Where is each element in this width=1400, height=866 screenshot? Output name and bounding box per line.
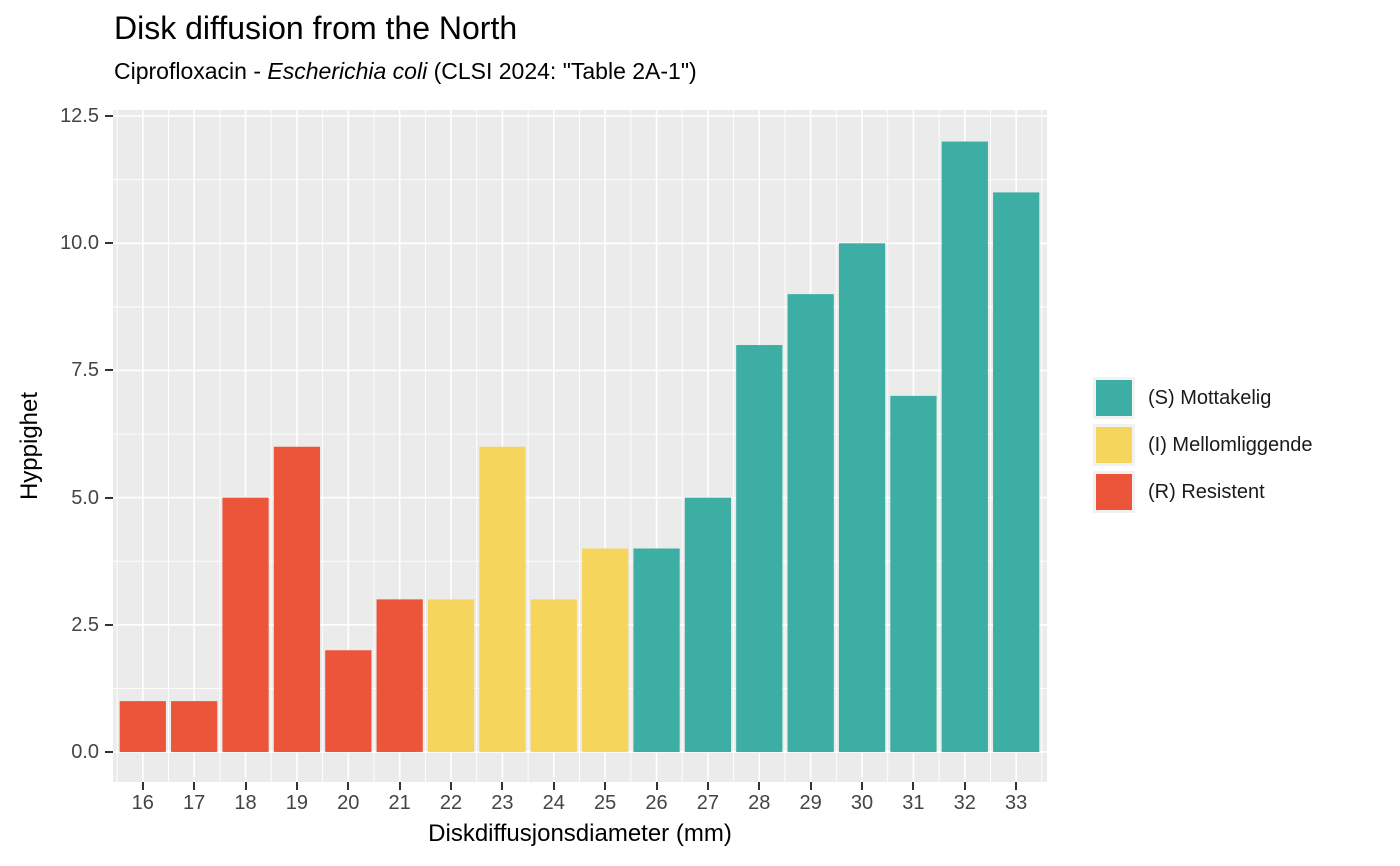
bar-25 bbox=[582, 548, 629, 752]
y-tick-mark bbox=[105, 369, 113, 372]
chart-title: Disk diffusion from the North bbox=[114, 10, 518, 46]
bar-26 bbox=[633, 548, 680, 752]
x-tick-mark bbox=[141, 782, 144, 790]
x-tick-mark bbox=[1015, 782, 1018, 790]
y-tick-label: 7.5 bbox=[71, 359, 99, 382]
plot-panel bbox=[113, 110, 1047, 782]
bar-23 bbox=[479, 446, 526, 752]
x-tick-mark bbox=[861, 782, 864, 790]
x-tick-mark bbox=[347, 782, 350, 790]
bar-30 bbox=[838, 243, 886, 752]
bar-33 bbox=[993, 192, 1040, 752]
bar-29 bbox=[787, 294, 834, 752]
x-tick-label: 25 bbox=[594, 792, 617, 814]
bar-24 bbox=[530, 599, 577, 752]
x-tick-label: 17 bbox=[183, 792, 206, 814]
x-tick-mark bbox=[604, 782, 607, 790]
bar-17 bbox=[171, 701, 218, 752]
x-tick-mark bbox=[912, 782, 915, 790]
x-tick-label: 30 bbox=[850, 792, 874, 814]
x-tick-label: 20 bbox=[337, 792, 360, 814]
bar-28 bbox=[736, 345, 783, 752]
subtitle-organism: Escherichia coli bbox=[267, 58, 428, 84]
bar-20 bbox=[325, 650, 372, 752]
bar-18 bbox=[222, 497, 269, 752]
x-tick-label: 33 bbox=[1005, 792, 1028, 814]
legend: (S) Mottakelig (I) Mellomliggende (R) Resi… bbox=[1093, 377, 1313, 518]
x-tick-mark bbox=[398, 782, 401, 790]
x-tick-label: 29 bbox=[799, 792, 822, 814]
bar-31 bbox=[890, 395, 937, 752]
x-tick-label: 21 bbox=[388, 792, 411, 814]
y-tick-mark bbox=[105, 623, 113, 626]
x-tick-label: 16 bbox=[131, 792, 154, 814]
x-tick-label: 26 bbox=[645, 792, 668, 814]
x-tick-mark bbox=[963, 782, 966, 790]
y-tick-mark bbox=[105, 750, 113, 753]
x-tick-label: 28 bbox=[748, 792, 771, 814]
y-axis-title: Hyppighet bbox=[16, 391, 43, 501]
legend-label: (I) Mellomliggende bbox=[1148, 433, 1313, 456]
x-tick-mark bbox=[706, 782, 709, 790]
legend-item-I: (I) Mellomliggende bbox=[1093, 424, 1313, 466]
y-tick-mark bbox=[105, 115, 113, 118]
x-tick-mark bbox=[655, 782, 658, 790]
bar-22 bbox=[427, 599, 475, 752]
y-tick-label: 0.0 bbox=[71, 740, 99, 763]
legend-item-R: (R) Resistent bbox=[1093, 471, 1313, 513]
x-tick-label: 22 bbox=[439, 792, 463, 814]
x-tick-mark bbox=[809, 782, 812, 790]
x-tick-mark bbox=[295, 782, 298, 790]
x-tick-mark bbox=[501, 782, 504, 790]
x-tick-label: 32 bbox=[953, 792, 976, 814]
x-tick-label: 24 bbox=[542, 792, 565, 814]
legend-swatch-R bbox=[1096, 474, 1132, 510]
y-tick-label: 10.0 bbox=[60, 232, 99, 255]
y-tick-label: 5.0 bbox=[71, 486, 99, 509]
y-tick-label: 12.5 bbox=[60, 105, 99, 128]
subtitle-guideline: (CLSI 2024: "Table 2A-1") bbox=[427, 58, 697, 84]
x-tick-mark bbox=[552, 782, 555, 790]
subtitle-drug: Ciprofloxacin - bbox=[114, 58, 268, 84]
legend-item-S: (S) Mottakelig bbox=[1093, 377, 1313, 419]
x-tick-mark bbox=[244, 782, 247, 790]
y-tick-mark bbox=[105, 496, 113, 499]
x-tick-mark bbox=[193, 782, 196, 790]
legend-key bbox=[1093, 424, 1135, 466]
x-tick-mark bbox=[758, 782, 761, 790]
y-tick-label: 2.5 bbox=[71, 613, 99, 636]
x-tick-label: 23 bbox=[491, 792, 514, 814]
bar-27 bbox=[684, 497, 732, 752]
x-tick-label: 27 bbox=[696, 792, 720, 814]
x-tick-label: 31 bbox=[902, 792, 925, 814]
x-axis-title: Diskdiffusjonsdiameter (mm) bbox=[428, 820, 732, 847]
x-tick-label: 18 bbox=[234, 792, 257, 814]
legend-key bbox=[1093, 471, 1135, 513]
chart-subtitle: Ciprofloxacin - Escherichia coli (CLSI 2… bbox=[114, 58, 697, 86]
bar-32 bbox=[941, 141, 988, 752]
legend-swatch-S bbox=[1096, 380, 1132, 416]
x-tick-mark bbox=[450, 782, 453, 790]
plot-area-svg bbox=[113, 110, 1047, 782]
bar-21 bbox=[376, 599, 423, 752]
x-tick-label: 19 bbox=[285, 792, 309, 814]
legend-swatch-I bbox=[1096, 427, 1132, 463]
legend-label: (S) Mottakelig bbox=[1148, 386, 1272, 409]
bar-16 bbox=[119, 701, 166, 752]
legend-key bbox=[1093, 377, 1135, 419]
legend-label: (R) Resistent bbox=[1148, 480, 1265, 503]
bar-19 bbox=[273, 446, 321, 752]
y-tick-mark bbox=[105, 242, 113, 245]
